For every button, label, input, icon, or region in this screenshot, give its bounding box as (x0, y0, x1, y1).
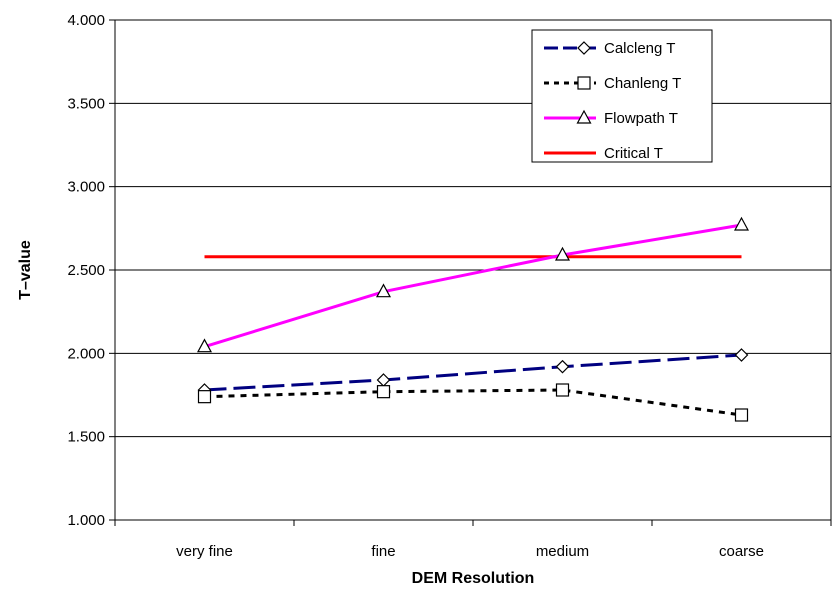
data-point-chanleng-t (197, 390, 212, 404)
gridlines (115, 102, 831, 438)
y-tick-label: 3.500 (67, 95, 105, 112)
y-tick-label: 1.500 (67, 429, 105, 446)
legend-label-flowpath-t: Flowpath T (604, 110, 678, 127)
data-point-flowpath-t (196, 338, 213, 353)
y-tick-label: 4.000 (67, 12, 105, 29)
x-tick-label: very fine (176, 543, 233, 560)
legend-label-calcleng-t: Calcleng T (604, 40, 675, 57)
data-point-flowpath-t (554, 246, 571, 261)
y-tick-label: 2.000 (67, 345, 105, 362)
data-point-chanleng-t (376, 385, 391, 399)
legend-box (531, 29, 713, 163)
x-tick-label: fine (371, 543, 395, 560)
x-axis-title: DEM Resolution (412, 570, 535, 587)
series-line-chanleng-t (204, 388, 742, 417)
data-point-calcleng-t (555, 359, 570, 374)
y-axis-title: T–value (17, 240, 34, 300)
y-axis-ticks: 1.000 1.500 2.000 2.500 3.000 3.500 4.000 (67, 12, 115, 529)
legend-label-critical-t: Critical T (604, 145, 663, 162)
legend-marker-flowpath-t (576, 109, 592, 124)
legend-marker-calcleng-t (577, 41, 591, 55)
data-point-calcleng-t (376, 373, 391, 387)
legend-marker-chanleng-t (577, 76, 591, 90)
data-point-flowpath-t (733, 216, 750, 231)
x-tick-label: medium (536, 543, 589, 560)
x-axis-ticks: very fine fine medium coarse (114, 520, 832, 560)
series-lines (204, 223, 742, 417)
data-point-flowpath-t (375, 283, 392, 298)
data-point-calcleng-t (734, 348, 749, 362)
y-tick-label: 1.000 (67, 512, 105, 529)
series-markers (196, 216, 750, 422)
x-tick-label: coarse (719, 543, 764, 560)
series-line-flowpath-t (204, 223, 742, 349)
legend: Calcleng T Chanleng T Flowpath T Critical T (531, 29, 713, 163)
legend-label-chanleng-t: Chanleng T (604, 75, 681, 92)
series-line-calcleng-t (204, 353, 742, 392)
y-tick-label: 2.500 (67, 262, 105, 279)
y-tick-label: 3.000 (67, 179, 105, 196)
data-point-chanleng-t (555, 383, 570, 397)
data-point-chanleng-t (734, 408, 749, 422)
